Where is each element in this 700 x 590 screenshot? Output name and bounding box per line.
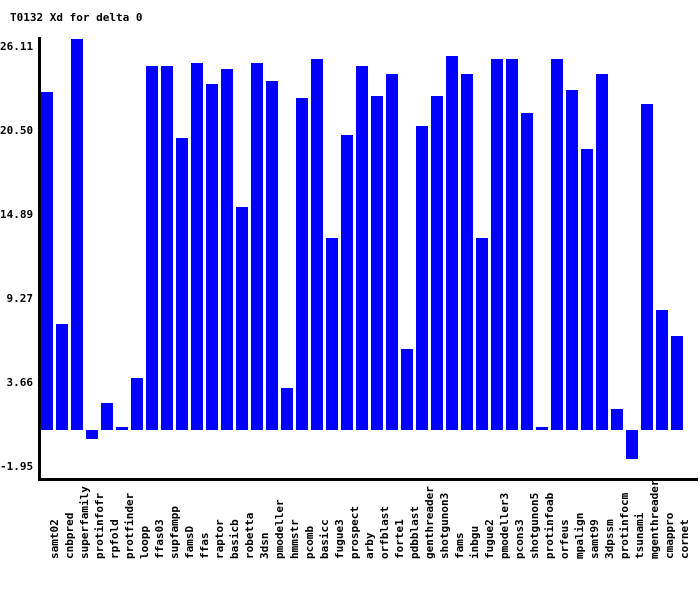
x-axis-label-samt02: samt02 [47, 519, 61, 559]
bar-hmmstr [281, 388, 293, 430]
bar-shotgunon5 [521, 112, 533, 430]
bar-3dsn [251, 63, 263, 430]
x-axis-label-basicb: basicb [227, 519, 241, 559]
x-axis-label-basicc: basicc [317, 519, 331, 559]
bar-basicb [221, 69, 233, 430]
bar-forte1 [386, 73, 398, 430]
x-axis-label-cmappro: cmappro [662, 512, 676, 559]
bar-orfeus [551, 58, 563, 430]
bar-pcomb [296, 97, 308, 430]
x-axis-label-arby: arby [362, 532, 376, 560]
x-axis-label-samt99: samt99 [587, 519, 601, 559]
x-axis-label-pmodeller3: pmodeller3 [497, 492, 511, 559]
x-axis-label-protinfoab: protinfoab [542, 492, 556, 559]
bar-pmodeller [266, 81, 278, 430]
x-axis-label-shotgunon5: shotgunon5 [527, 492, 541, 559]
bar-shotgunon3 [431, 96, 443, 430]
bar-protinfocm [611, 409, 623, 430]
bar-superfamily [71, 39, 83, 430]
bar-supfampp [161, 66, 173, 430]
bar-pcons3 [506, 58, 518, 430]
bar-mgenthreader [641, 103, 653, 430]
x-axis-label-rpfold: rpfold [107, 519, 121, 559]
x-axis-label-protinfofr: protinfofr [92, 492, 106, 559]
x-axis-label-pcomb: pcomb [302, 525, 316, 559]
bar-cmappro [656, 310, 668, 430]
y-tick-label: 3.66 [6, 376, 34, 390]
bar-arby [356, 66, 368, 430]
x-axis-label-pcons3: pcons3 [512, 519, 526, 559]
x-axis-label-3dpssm: 3dpssm [602, 519, 616, 559]
chart-title: T0132 Xd for delta 0 [10, 11, 143, 24]
x-axis-label-prospect: prospect [347, 506, 361, 559]
bar-protinfoab [536, 427, 548, 430]
x-axis-label-supfampp: supfampp [167, 506, 181, 559]
bar-pmodeller3 [491, 58, 503, 430]
y-tick-label: 26.11 [0, 40, 34, 54]
x-axis-label-fugue3: fugue3 [332, 519, 346, 559]
bar-samt02 [41, 91, 53, 430]
bar-famsD [176, 138, 188, 430]
bar-pdbblast [401, 349, 413, 430]
x-axis-label-orfeus: orfeus [557, 519, 571, 559]
x-axis-label-superfamily: superfamily [77, 486, 91, 559]
x-axis-label-shotgunon3: shotgunon3 [437, 492, 451, 559]
bar-mpalign [566, 90, 578, 430]
bar-loopp [131, 377, 143, 430]
x-axis-label-cnbpred: cnbpred [62, 512, 76, 559]
x-axis-label-ffas03: ffas03 [152, 519, 166, 559]
y-tick-label: 20.50 [0, 124, 34, 138]
x-axis-label-mgenthreader: mgenthreader [647, 479, 661, 559]
x-axis-label-genthreader: genthreader [422, 486, 436, 559]
x-axis-label-3dsn: 3dsn [257, 532, 271, 560]
bar-basicc [311, 58, 323, 430]
x-axis-label-orfblast: orfblast [377, 506, 391, 559]
bar-orfblast [371, 96, 383, 430]
x-axis-label-cornet: cornet [677, 519, 691, 559]
bar-inbgu [461, 73, 473, 430]
bar-cornet [671, 335, 683, 430]
x-axis-label-famsD: famsD [182, 525, 196, 559]
bar-3dpssm [596, 73, 608, 430]
y-tick-label: -1.95 [0, 460, 34, 474]
x-axis-line [38, 478, 698, 481]
bar-fams [446, 55, 458, 430]
x-axis-label-raptor: raptor [212, 519, 226, 559]
bar-robetta [236, 207, 248, 430]
bar-protinfofr [86, 430, 98, 439]
x-axis-label-protfinder: protfinder [122, 492, 136, 559]
y-axis-line [38, 37, 41, 481]
x-axis-label-ffas: ffas [197, 532, 211, 560]
bar-protfinder [116, 427, 128, 430]
x-axis-label-fams: fams [452, 532, 466, 560]
x-axis-label-pmodeller: pmodeller [272, 499, 286, 559]
bar-samt99 [581, 148, 593, 430]
x-axis-label-tsunami: tsunami [632, 512, 646, 559]
bar-fugue2 [476, 238, 488, 430]
x-axis-label-robetta: robetta [242, 512, 256, 559]
bar-raptor [206, 84, 218, 430]
bar-ffas [191, 63, 203, 430]
bar-prospect [341, 135, 353, 430]
x-axis-label-forte1: forte1 [392, 519, 406, 559]
x-axis-label-pdbblast: pdbblast [407, 506, 421, 559]
bar-fugue3 [326, 238, 338, 430]
y-tick-label: 9.27 [6, 292, 34, 306]
x-axis-label-inbgu: inbgu [467, 525, 481, 559]
bar-cnbpred [56, 323, 68, 430]
x-axis-label-fugue2: fugue2 [482, 519, 496, 559]
y-tick-label: 14.89 [0, 208, 34, 222]
x-axis-label-hmmstr: hmmstr [287, 519, 301, 559]
bar-ffas03 [146, 66, 158, 430]
x-axis-label-protinfocm: protinfocm [617, 492, 631, 559]
bar-genthreader [416, 126, 428, 430]
x-axis-label-loopp: loopp [137, 525, 151, 559]
bar-rpfold [101, 403, 113, 430]
bar-tsunami [626, 430, 638, 460]
x-axis-label-mpalign: mpalign [572, 512, 586, 559]
